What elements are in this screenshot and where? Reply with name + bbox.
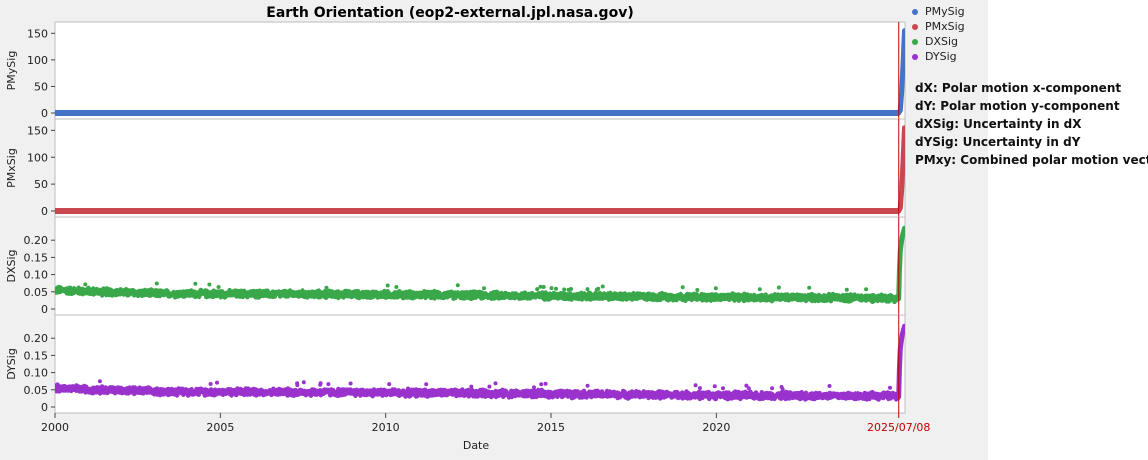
y-axis-label: DYSig: [5, 348, 18, 380]
data-point: [807, 285, 812, 290]
panel-dysig: 0 0.05 0.10 0.15 0.20 DYSig: [5, 314, 906, 414]
y-axis-label: PMySig: [5, 51, 18, 91]
data-point: [844, 287, 849, 292]
series-pmysig: [55, 28, 905, 116]
data-point: [585, 287, 590, 292]
data-point: [154, 281, 159, 286]
data-point: [549, 286, 554, 291]
y-tick-label: 50: [34, 178, 48, 191]
y-tick-label: 100: [27, 54, 48, 67]
panel-pmxsig: 0 50 100 150 PMxSig: [5, 118, 906, 218]
data-point: [538, 284, 543, 289]
y-tick-label: 150: [27, 124, 48, 137]
data-point: [600, 284, 605, 289]
data-point: [695, 288, 700, 292]
series-pmxsig: [55, 125, 905, 214]
y-tick-label: 0.10: [24, 269, 49, 282]
data-point: [535, 287, 540, 292]
y-tick-label: 0.10: [24, 367, 49, 380]
chart-title: Earth Orientation (eop2-external.jpl.nas…: [266, 5, 633, 21]
series-ramp: [896, 28, 905, 116]
data-point: [554, 286, 558, 291]
data-point: [757, 287, 762, 292]
data-point: [713, 286, 718, 291]
data-point: [83, 282, 88, 287]
panel-pmysig: 0 50 100 150 PMySig: [5, 21, 906, 120]
data-point: [680, 285, 685, 290]
y-tick-label: 0: [41, 401, 48, 414]
y-axis-label: DXSig: [5, 249, 18, 282]
y-tick-label: 0.20: [24, 332, 49, 345]
data-point: [541, 285, 546, 289]
data-point: [455, 283, 460, 288]
y-tick-label: 0.15: [24, 349, 49, 362]
data-point: [216, 285, 221, 289]
data-point: [394, 285, 399, 289]
y-tick-label: 0: [41, 205, 48, 218]
panel-dxsig: 0 0.05 0.10 0.15 0.20 DXSig: [5, 216, 906, 316]
data-point: [566, 287, 571, 292]
y-tick-label: 0.05: [24, 286, 49, 299]
panel-frame: [54, 118, 906, 218]
earth-orientation-chart: Earth Orientation (eop2-external.jpl.nas…: [5, 5, 930, 452]
data-point: [596, 286, 601, 291]
y-axis-label: PMxSig: [5, 148, 18, 188]
data-point: [207, 282, 212, 287]
y-tick-label: 150: [27, 27, 48, 40]
y-tick-label: 50: [34, 80, 48, 93]
y-tick-label: 0.05: [24, 384, 49, 397]
data-point: [324, 285, 329, 290]
y-tick-label: 0: [41, 107, 48, 120]
y-tick-label: 0.20: [24, 234, 49, 247]
data-point: [562, 287, 567, 292]
data-point: [193, 281, 198, 286]
y-tick-label: 100: [27, 151, 48, 164]
data-point: [482, 286, 486, 291]
panel-frame: [54, 21, 906, 120]
y-tick-label: 0.15: [24, 251, 49, 264]
series-ramp: [896, 125, 905, 214]
data-point: [864, 287, 869, 292]
series-dxsig: [55, 225, 905, 305]
data-point: [385, 283, 390, 288]
y-tick-label: 0: [41, 303, 48, 316]
series-dysig: [55, 323, 905, 402]
data-point: [776, 285, 781, 290]
